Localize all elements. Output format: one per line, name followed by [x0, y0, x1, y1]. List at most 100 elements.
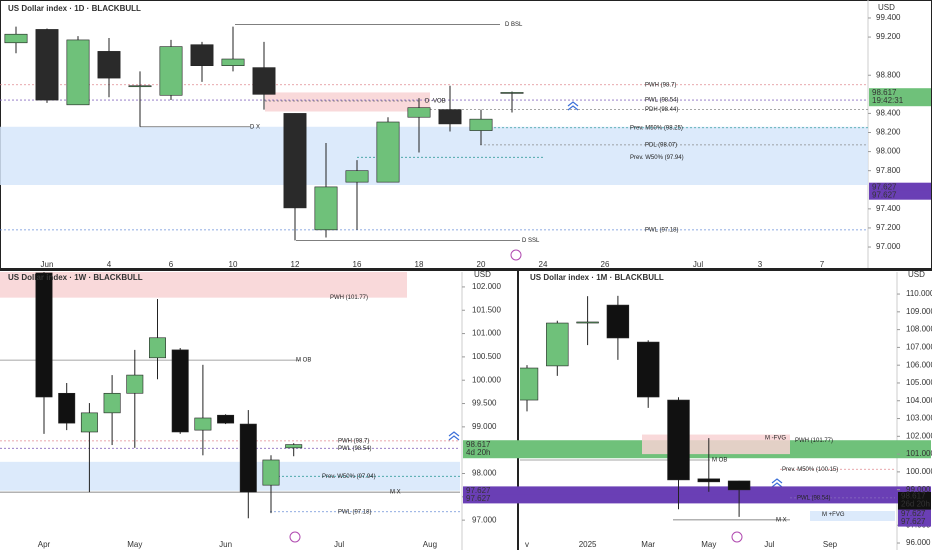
price-tag-sub: 19:42:31 [872, 96, 904, 105]
candle-body [667, 399, 690, 481]
price-tag-label: 98.617 [901, 492, 926, 501]
x-tick-label: v [525, 540, 529, 549]
candle-body [58, 392, 76, 424]
level-label: PWL (98.54) [338, 446, 371, 452]
candle-body [103, 392, 121, 414]
candle-body [376, 121, 400, 183]
chevron-icon [567, 105, 579, 111]
zone [265, 92, 430, 112]
level-label: Prev. W50% (97.94) [630, 155, 684, 161]
y-tick-label: 98.200 [876, 128, 901, 137]
replay-icon[interactable] [510, 249, 522, 261]
x-tick-label: 3 [758, 260, 763, 269]
y-tick-label: 97.400 [876, 204, 901, 213]
candle-body [239, 423, 257, 493]
candle-body [221, 58, 245, 66]
y-tick-label: 102.000 [906, 431, 932, 440]
candle-body [171, 349, 189, 433]
level-label: M X [390, 490, 401, 496]
y-axis-unit: USD [908, 270, 925, 279]
y-tick-label: 104.000 [906, 396, 932, 405]
x-tick-label: May [701, 540, 716, 549]
chart-title: US Dollar index · 1M · BLACKBULL [530, 273, 664, 282]
chevron-icon [771, 482, 783, 488]
x-tick-label: 4 [107, 260, 112, 269]
x-tick-label: Jul [764, 540, 774, 549]
y-tick-label: 103.000 [906, 414, 932, 423]
x-tick-label: 2025 [579, 540, 597, 549]
level-label: PDH (98.44) [645, 107, 678, 113]
candle-body [285, 444, 303, 449]
y-tick-label: 99.500 [472, 399, 497, 408]
chevron-icon [448, 431, 460, 437]
price-tag-label: 98.617 [466, 440, 491, 449]
y-tick-label: 106.000 [906, 360, 932, 369]
candle-body [35, 29, 59, 101]
x-tick-label: 26 [601, 260, 610, 269]
candle-body [252, 67, 276, 95]
price-tag-label: 97.627 [872, 190, 897, 199]
y-tick-label: 98.800 [876, 70, 901, 79]
replay-icon[interactable] [731, 531, 743, 543]
candle-body [4, 33, 28, 44]
level-label: D X [250, 124, 260, 130]
y-tick-label: 97.800 [876, 166, 901, 175]
candle-body [407, 107, 431, 118]
candle-body [262, 459, 280, 486]
price-tag [463, 494, 931, 504]
level-label: D SSL [522, 238, 540, 244]
x-tick-label: Sep [823, 540, 838, 549]
x-tick-label: 12 [291, 260, 300, 269]
candle-body [80, 412, 98, 433]
candle-body [500, 92, 524, 94]
level-label: D -VOB [425, 99, 446, 105]
candle-body [97, 51, 121, 79]
y-tick-label: 97.200 [876, 223, 901, 232]
y-tick-label: 101.000 [472, 329, 501, 338]
y-tick-label: 107.000 [906, 343, 932, 352]
level-label: PWH (98.7) [338, 438, 369, 444]
level-label: M -FVG [765, 436, 786, 442]
price-tag [869, 88, 931, 107]
level-label: M OB [296, 358, 311, 364]
x-tick-label: 10 [229, 260, 238, 269]
x-tick-label: 20 [477, 260, 486, 269]
y-tick-label: 99.200 [876, 32, 901, 41]
level-label: PWH (101.77) [795, 438, 833, 444]
candle-body [520, 367, 539, 401]
level-label: M OB [712, 458, 727, 464]
y-tick-label: 105.000 [906, 378, 932, 387]
candle-body [314, 186, 338, 231]
level-label: PWL (97.18) [645, 227, 678, 233]
candle-body [727, 480, 751, 491]
price-tag-label: 97.627 [466, 494, 491, 503]
x-tick-label: 7 [820, 260, 825, 269]
y-tick-label: 100.000 [906, 467, 932, 476]
level-label: Prev. W50% (97.94) [322, 474, 376, 480]
candle-body [35, 272, 53, 398]
level-label: Prev. M50% (100.15) [782, 467, 838, 473]
zone [810, 511, 895, 521]
price-tag-label: 97.627 [901, 509, 926, 518]
price-tag-sub: 4d 20h [466, 448, 490, 457]
y-tick-label: 98.400 [876, 109, 901, 118]
replay-icon[interactable] [289, 531, 301, 543]
candle-body [217, 414, 235, 424]
level-label: PWH (101.77) [330, 295, 368, 301]
candle-body [606, 304, 630, 339]
y-tick-label: 97.000 [876, 242, 901, 251]
y-tick-label: 99.400 [876, 13, 901, 22]
y-tick-label: 100.000 [472, 375, 501, 384]
price-tag [869, 182, 931, 192]
candle-body [283, 113, 307, 209]
y-tick-label: 110.000 [906, 289, 932, 298]
price-tag-label: 97.627 [872, 182, 897, 191]
chevron-icon [771, 478, 783, 484]
x-tick-label: 24 [539, 260, 548, 269]
price-tag-label: 98.617 [872, 88, 897, 97]
candle-body [128, 85, 152, 88]
candle-body [697, 478, 721, 483]
level-label: M +FVG [822, 512, 845, 518]
price-tag [463, 486, 931, 496]
